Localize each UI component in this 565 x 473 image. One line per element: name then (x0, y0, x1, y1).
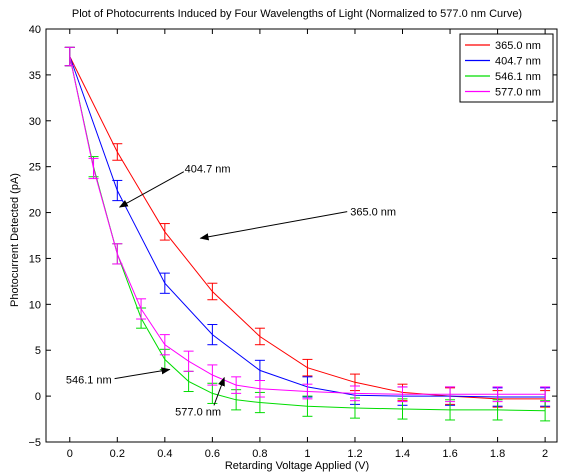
error-bar (159, 272, 170, 294)
annotation-arrow (199, 211, 348, 241)
error-bar (112, 243, 123, 265)
legend: 365.0 nm 404.7 nm 546.1 nm 577.0 nm (459, 33, 554, 103)
error-bar (397, 386, 408, 403)
x-tick-label: 0.6 (205, 448, 220, 460)
x-tick-label: 1.8 (490, 448, 505, 460)
series-line (69, 56, 546, 400)
y-tick-label: 20 (29, 208, 41, 220)
legend-entry: 365.0 nm (495, 40, 541, 52)
y-tick-label: 30 (29, 116, 41, 128)
error-bar (254, 380, 265, 398)
annotation-arrow (118, 171, 185, 208)
x-tick-label: 1.2 (347, 448, 362, 460)
error-bar (254, 327, 265, 346)
error-bar (207, 324, 218, 346)
y-tick-label: 40 (29, 24, 41, 36)
x-tick-label: 1 (304, 448, 310, 460)
error-bar (540, 386, 551, 403)
y-tick-label: 10 (29, 299, 41, 311)
x-tick-label: 1.6 (442, 448, 457, 460)
y-tick-label: 0 (35, 391, 41, 403)
annotation-arrow (213, 376, 225, 406)
error-bar (302, 358, 313, 377)
legend-box (459, 33, 554, 103)
x-axis-title: Retarding Voltage Applied (V) (225, 460, 369, 472)
error-bar (445, 386, 456, 403)
legend-entry: 404.7 nm (495, 56, 541, 68)
y-tick-label: 25 (29, 162, 41, 174)
annotation-arrow (114, 367, 171, 380)
error-bar (136, 298, 147, 320)
legend-entry: 577.0 nm (495, 87, 541, 99)
chart-title: Plot of Photocurrents Induced by Four Wa… (72, 8, 522, 20)
legend-entry: 546.1 nm (495, 71, 541, 83)
series-line (69, 56, 546, 395)
y-tick-label: 15 (29, 253, 41, 265)
error-bar (302, 383, 313, 400)
x-tick-label: 0.2 (110, 448, 125, 460)
plot-layer: 0 0.2 0.4 0.6 0.8 1 1.2 1.4 1.6 1.8 2 −5 0 5 10 15 20 25 3… (28, 24, 558, 460)
x-tick-label: 0 (67, 448, 73, 460)
error-bar (207, 282, 218, 301)
error-bar (492, 386, 503, 403)
series-line (69, 56, 546, 412)
error-bar (207, 364, 218, 386)
error-bar (349, 385, 360, 402)
error-bar (159, 223, 170, 241)
y-tick-label: 5 (35, 345, 41, 357)
error-bar (183, 350, 194, 372)
x-tick-label: 0.4 (157, 448, 172, 460)
annotation-label: 404.7 nm (185, 164, 231, 176)
annotation-label: 577.0 nm (175, 407, 221, 419)
error-bar (231, 376, 242, 394)
x-tick-label: 2 (542, 448, 548, 460)
error-bar (112, 143, 123, 161)
annotation-label: 546.1 nm (66, 375, 112, 387)
x-tick-label: 1.4 (395, 448, 410, 460)
plot-frame (45, 28, 558, 443)
error-bar (88, 157, 99, 180)
error-bar (64, 46, 75, 67)
y-tick-label: −5 (28, 437, 41, 449)
x-tick-label: 0.8 (252, 448, 267, 460)
y-axis-title: Photocurrent Detected (pA) (9, 173, 21, 307)
series-line (69, 56, 546, 398)
y-tick-label: 35 (29, 70, 41, 82)
error-bar (254, 359, 265, 382)
error-bar (159, 334, 170, 356)
annotation-label: 365.0 nm (350, 207, 396, 219)
error-bar (183, 370, 194, 393)
